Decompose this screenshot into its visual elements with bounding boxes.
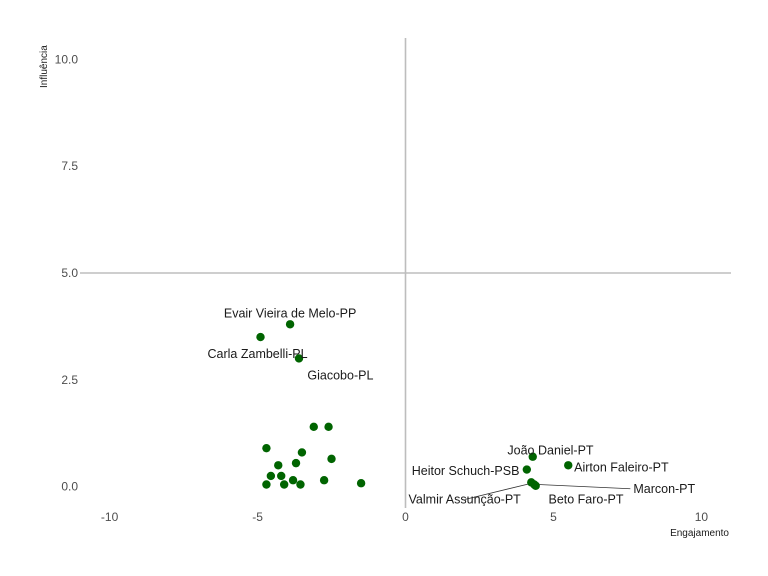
x-tick-label: -10 bbox=[101, 510, 119, 524]
x-tick-label: -5 bbox=[252, 510, 263, 524]
point-labels: Evair Vieira de Melo-PP Carla Zambelli-PL… bbox=[208, 307, 696, 507]
data-point bbox=[296, 480, 305, 489]
data-point bbox=[274, 461, 283, 470]
data-point bbox=[324, 422, 333, 432]
label-connectors bbox=[464, 481, 631, 500]
data-point bbox=[356, 479, 366, 488]
point-label: Giacobo-PL bbox=[307, 369, 373, 383]
label-connector bbox=[538, 484, 631, 490]
point-label: Airton Faleiro-PT bbox=[574, 460, 669, 474]
data-point bbox=[327, 454, 336, 464]
data-point bbox=[262, 443, 271, 453]
y-tick-label: 10.0 bbox=[55, 52, 79, 66]
x-tick-label: 10 bbox=[695, 510, 709, 524]
x-tick-label: 0 bbox=[402, 510, 409, 524]
x-axis-tick-labels: -10 -5 0 5 10 bbox=[101, 510, 708, 524]
y-tick-label: 0.0 bbox=[61, 480, 78, 494]
data-point bbox=[266, 471, 276, 481]
data-point bbox=[291, 458, 301, 468]
point-label: Evair Vieira de Melo-PP bbox=[224, 307, 356, 321]
data-point bbox=[294, 354, 304, 363]
x-axis-title: Engajamento bbox=[670, 528, 729, 539]
data-points bbox=[256, 320, 573, 490]
data-point bbox=[256, 332, 265, 342]
data-point bbox=[319, 476, 329, 485]
data-point bbox=[528, 452, 537, 461]
y-tick-label: 2.5 bbox=[61, 373, 78, 387]
data-point bbox=[262, 480, 271, 489]
data-point bbox=[279, 480, 289, 489]
y-axis-title: Influência bbox=[39, 45, 50, 88]
reference-lines bbox=[80, 38, 731, 508]
y-tick-label: 5.0 bbox=[61, 266, 78, 280]
point-label: Marcon-PT bbox=[633, 482, 695, 496]
data-point bbox=[309, 422, 318, 432]
y-axis-tick-labels: 0.0 2.5 5.0 7.5 10.0 bbox=[55, 52, 79, 493]
label-connector bbox=[464, 481, 536, 500]
point-label: Carla Zambelli-PL bbox=[208, 347, 308, 361]
data-point bbox=[564, 461, 573, 470]
data-point bbox=[277, 471, 286, 481]
point-label: Beto Faro-PT bbox=[548, 492, 623, 506]
data-point bbox=[288, 476, 298, 485]
data-point bbox=[531, 481, 540, 490]
data-point bbox=[522, 465, 532, 474]
y-tick-label: 7.5 bbox=[61, 159, 78, 173]
data-point bbox=[297, 448, 307, 457]
data-point bbox=[285, 320, 295, 329]
point-label: João Daniel-PT bbox=[507, 443, 594, 457]
point-label: Valmir Assunção-PT bbox=[409, 492, 522, 506]
x-tick-label: 5 bbox=[550, 510, 557, 524]
point-label: Heitor Schuch-PSB bbox=[412, 464, 520, 478]
